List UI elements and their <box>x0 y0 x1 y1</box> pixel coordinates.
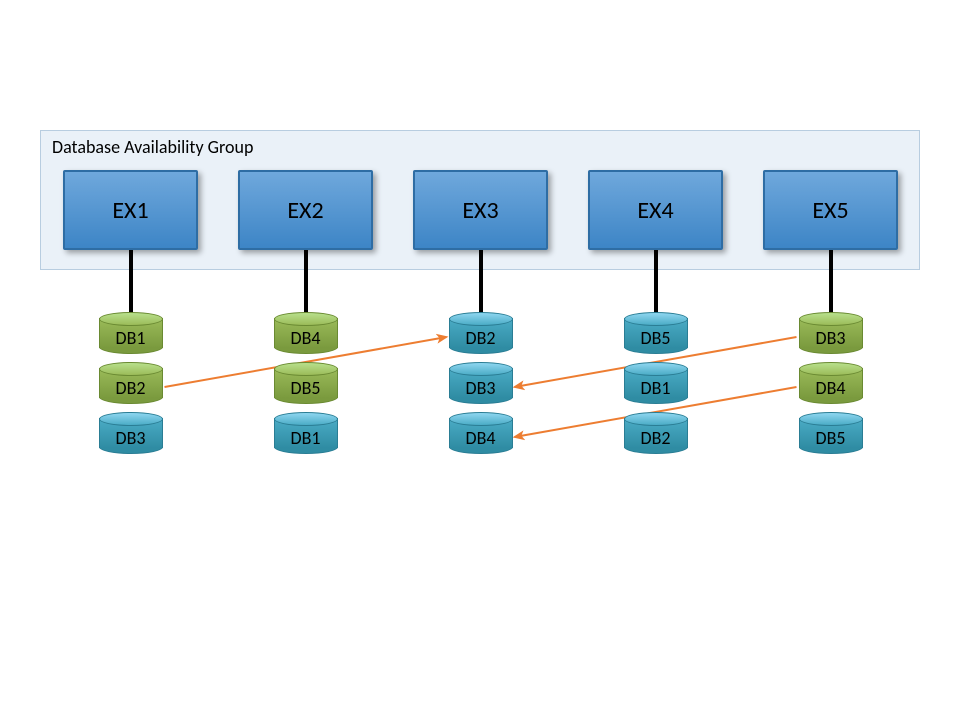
db-label: DB3 <box>99 422 163 454</box>
server-label: EX2 <box>240 172 371 248</box>
server-ex5: EX5 <box>763 170 898 250</box>
db-label: DB4 <box>799 372 863 404</box>
db-label: DB2 <box>624 422 688 454</box>
server-ex2: EX2 <box>238 170 373 250</box>
db-label: DB4 <box>449 422 513 454</box>
db-cylinder-ex3-db2: DB2 <box>449 312 513 354</box>
db-cylinder-ex2-db4: DB4 <box>274 312 338 354</box>
db-cylinder-ex4-db5: DB5 <box>624 312 688 354</box>
connector-ex2 <box>304 250 308 320</box>
db-label: DB3 <box>799 322 863 354</box>
server-label: EX3 <box>415 172 546 248</box>
server-ex1: EX1 <box>63 170 198 250</box>
db-label: DB1 <box>624 372 688 404</box>
db-label: DB1 <box>99 322 163 354</box>
db-label: DB3 <box>449 372 513 404</box>
dag-group-title: Database Availability Group <box>52 136 253 158</box>
db-label: DB2 <box>99 372 163 404</box>
server-ex4: EX4 <box>588 170 723 250</box>
arrows-layer <box>0 0 960 720</box>
db-label: DB5 <box>274 372 338 404</box>
db-label: DB2 <box>449 322 513 354</box>
connector-ex1 <box>129 250 133 320</box>
server-label: EX5 <box>765 172 896 248</box>
db-cylinder-ex1-db3: DB3 <box>99 412 163 454</box>
connector-ex3 <box>479 250 483 320</box>
db-cylinder-ex3-db4: DB4 <box>449 412 513 454</box>
db-cylinder-ex2-db5: DB5 <box>274 362 338 404</box>
connector-ex4 <box>654 250 658 320</box>
db-label: DB4 <box>274 322 338 354</box>
server-label: EX4 <box>590 172 721 248</box>
db-cylinder-ex2-db1: DB1 <box>274 412 338 454</box>
server-label: EX1 <box>65 172 196 248</box>
db-cylinder-ex4-db1: DB1 <box>624 362 688 404</box>
db-cylinder-ex5-db5: DB5 <box>799 412 863 454</box>
db-cylinder-ex1-db1: DB1 <box>99 312 163 354</box>
db-cylinder-ex1-db2: DB2 <box>99 362 163 404</box>
db-cylinder-ex4-db2: DB2 <box>624 412 688 454</box>
db-label: DB5 <box>799 422 863 454</box>
connector-ex5 <box>829 250 833 320</box>
db-cylinder-ex5-db4: DB4 <box>799 362 863 404</box>
server-ex3: EX3 <box>413 170 548 250</box>
db-label: DB1 <box>274 422 338 454</box>
db-cylinder-ex5-db3: DB3 <box>799 312 863 354</box>
db-label: DB5 <box>624 322 688 354</box>
db-cylinder-ex3-db3: DB3 <box>449 362 513 404</box>
